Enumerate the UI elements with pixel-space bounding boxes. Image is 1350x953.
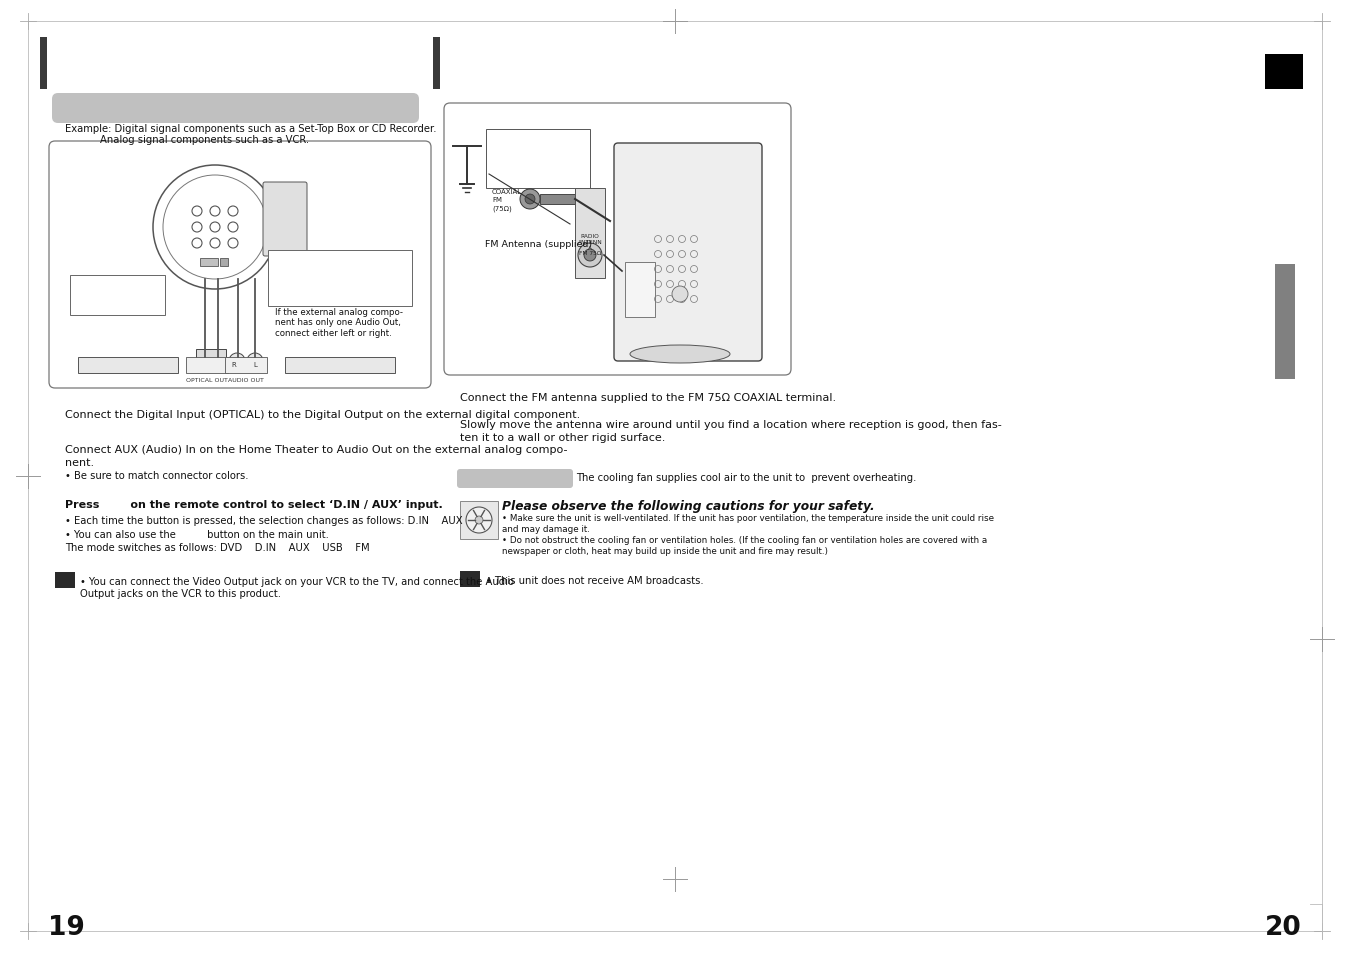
Circle shape — [578, 244, 602, 268]
Bar — [540, 194, 575, 205]
FancyBboxPatch shape — [53, 94, 418, 124]
Text: nent.: nent. — [65, 457, 94, 468]
Text: R: R — [232, 361, 236, 368]
Text: Output jacks on the VCR to this product.: Output jacks on the VCR to this product. — [80, 588, 281, 598]
Text: Analog signal components such as a VCR.: Analog signal components such as a VCR. — [100, 135, 309, 145]
Text: Slowly move the antenna wire around until you find a location where reception is: Slowly move the antenna wire around unti… — [460, 419, 1002, 430]
FancyBboxPatch shape — [486, 130, 590, 189]
Bar — [285, 357, 396, 374]
Text: 20: 20 — [1265, 914, 1301, 940]
Ellipse shape — [630, 346, 730, 364]
Text: and may damage it.: and may damage it. — [502, 524, 590, 534]
Text: newspaper or cloth, heat may build up inside the unit and fire may result.): newspaper or cloth, heat may build up in… — [502, 546, 828, 556]
Bar — [460, 572, 481, 587]
Bar — [1274, 265, 1295, 379]
Text: Example: Digital signal components such as a Set-Top Box or CD Recorder.: Example: Digital signal components such … — [65, 124, 436, 133]
Bar — [196, 350, 225, 359]
Text: If the external analog compo-
nent has only one Audio Out,
connect either left o: If the external analog compo- nent has o… — [275, 308, 404, 337]
Bar — [70, 275, 165, 315]
FancyBboxPatch shape — [263, 183, 306, 256]
Text: Connect AUX (Audio) In on the Home Theater to Audio Out on the external analog c: Connect AUX (Audio) In on the Home Theat… — [65, 444, 567, 455]
Text: Please observe the following cautions for your safety.: Please observe the following cautions fo… — [502, 499, 875, 513]
Bar — [220, 258, 228, 267]
Text: The cooling fan supplies cool air to the unit to  prevent overheating.: The cooling fan supplies cool air to the… — [576, 473, 917, 482]
Bar — [186, 357, 228, 374]
Bar — [460, 501, 498, 539]
Text: • Make sure the unit is well-ventilated. If the unit has poor ventilation, the t: • Make sure the unit is well-ventilated.… — [502, 514, 994, 522]
Circle shape — [230, 354, 244, 370]
Text: • This unit does not receive AM broadcasts.: • This unit does not receive AM broadcas… — [486, 576, 703, 585]
Circle shape — [475, 517, 483, 524]
Text: • Be sure to match connector colors.: • Be sure to match connector colors. — [65, 471, 248, 480]
Text: COAXIAL: COAXIAL — [491, 189, 522, 194]
Text: • Each time the button is pressed, the selection changes as follows: D.IN    AUX: • Each time the button is pressed, the s… — [65, 516, 463, 525]
Text: • You can also use the          button on the main unit.: • You can also use the button on the mai… — [65, 530, 329, 539]
Bar — [1265, 55, 1303, 90]
FancyBboxPatch shape — [49, 142, 431, 389]
Text: (75Ω): (75Ω) — [491, 205, 512, 212]
FancyBboxPatch shape — [614, 144, 761, 361]
Text: • You can connect the Video Output jack on your VCR to the TV, and connect the A: • You can connect the Video Output jack … — [80, 577, 514, 586]
Text: AUDIO OUT: AUDIO OUT — [228, 378, 265, 383]
Text: • Do not obstruct the cooling fan or ventilation holes. (If the cooling fan or v: • Do not obstruct the cooling fan or ven… — [502, 536, 987, 544]
Circle shape — [525, 194, 535, 205]
Circle shape — [247, 354, 263, 370]
Bar — [225, 357, 267, 374]
Bar — [433, 38, 440, 90]
Bar — [625, 263, 655, 317]
Circle shape — [520, 190, 540, 210]
Circle shape — [585, 250, 595, 262]
FancyBboxPatch shape — [458, 470, 572, 489]
Circle shape — [466, 507, 491, 534]
FancyBboxPatch shape — [269, 251, 412, 307]
Text: 19: 19 — [49, 914, 85, 940]
Text: ten it to a wall or other rigid surface.: ten it to a wall or other rigid surface. — [460, 433, 666, 442]
Text: Press        on the remote control to select ‘D.IN / AUX’ input.: Press on the remote control to select ‘D… — [65, 499, 443, 510]
Text: OPTICAL OUT: OPTICAL OUT — [186, 378, 228, 383]
Text: FM: FM — [491, 196, 502, 203]
Circle shape — [672, 287, 688, 303]
FancyBboxPatch shape — [444, 104, 791, 375]
FancyBboxPatch shape — [575, 189, 605, 278]
Text: FM Antenna (supplied): FM Antenna (supplied) — [485, 240, 593, 249]
Text: L: L — [252, 361, 256, 368]
Bar — [40, 38, 47, 90]
Bar — [200, 258, 217, 267]
Bar — [55, 573, 76, 588]
Text: The mode switches as follows: DVD    D.IN    AUX    USB    FM: The mode switches as follows: DVD D.IN A… — [65, 542, 370, 553]
Bar — [78, 357, 178, 374]
Text: RADIO
ANTENN
A
FM 75Ω: RADIO ANTENN A FM 75Ω — [578, 233, 602, 256]
Text: Connect the FM antenna supplied to the FM 75Ω COAXIAL terminal.: Connect the FM antenna supplied to the F… — [460, 393, 836, 402]
Text: Connect the Digital Input (OPTICAL) to the Digital Output on the external digita: Connect the Digital Input (OPTICAL) to t… — [65, 410, 580, 419]
